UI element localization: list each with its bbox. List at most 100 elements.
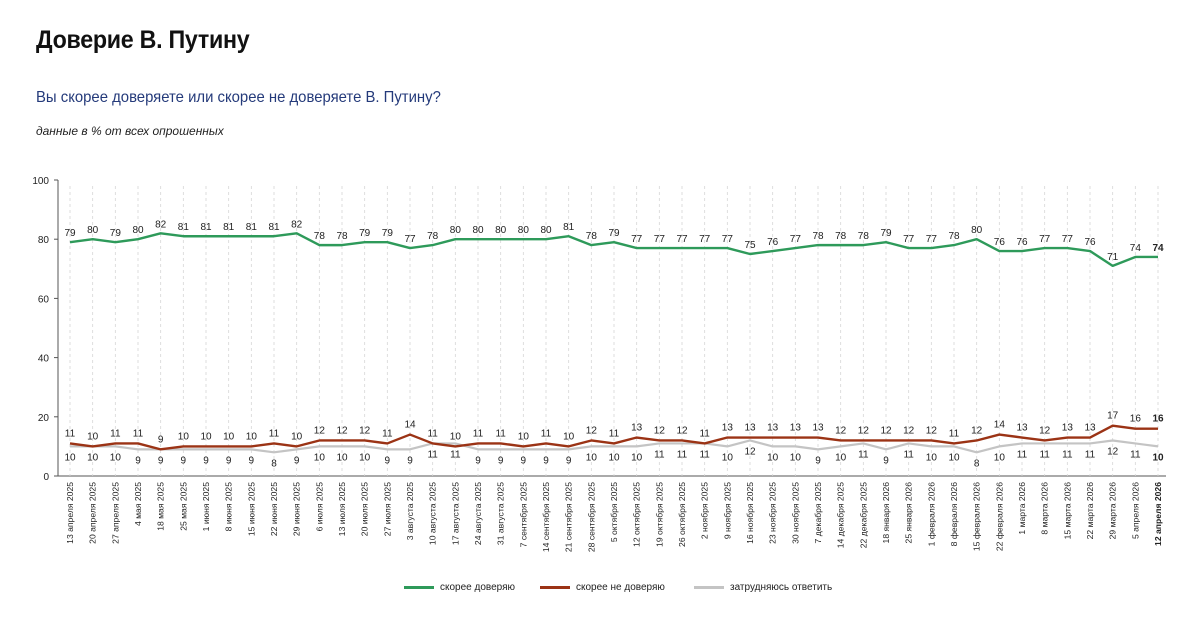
data-label-undecided: 9: [135, 455, 141, 466]
data-label-undecided: 11: [858, 449, 869, 460]
legend-label-trust: скорее доверяю: [440, 582, 516, 593]
series-line-trust: [69, 232, 1158, 268]
data-label-undecided: 9: [407, 455, 413, 466]
data-label-trust: 77: [699, 234, 711, 245]
data-label-trust: 78: [812, 231, 824, 242]
x-tick-label: 26 октября 2025: [677, 482, 687, 547]
y-tick-label: 80: [38, 235, 50, 246]
data-label-distrust: 13: [744, 423, 756, 434]
legend-item-trust: скорее доверяю: [404, 582, 515, 593]
data-label-trust: 79: [382, 228, 394, 239]
data-label-trust: 80: [87, 225, 99, 236]
data-label-undecided: 9: [815, 455, 821, 466]
data-label-trust: 81: [223, 222, 235, 233]
data-label-trust: 75: [744, 240, 756, 251]
y-tick-label: 0: [43, 472, 49, 483]
data-label-distrust: 10: [223, 431, 235, 442]
x-tick-label: 19 октября 2025: [654, 482, 664, 547]
x-tick-label: 24 августа 2025: [473, 482, 483, 545]
data-label-distrust: 11: [699, 428, 710, 439]
data-label-undecided: 9: [883, 455, 889, 466]
data-label-trust: 76: [994, 237, 1006, 248]
x-tick-label: 25 мая 2025: [178, 482, 188, 531]
data-label-distrust: 10: [200, 431, 212, 442]
x-tick-label: 30 ноября 2025: [790, 482, 800, 544]
x-tick-label: 15 марта 2026: [1062, 482, 1072, 540]
data-label-distrust: 12: [314, 425, 326, 436]
data-label-trust: 77: [404, 234, 416, 245]
series-line-undecided: [70, 439, 1159, 454]
data-label-undecided: 8: [271, 458, 277, 469]
data-label-undecided: 10: [336, 452, 348, 463]
data-label-undecided: 10: [926, 452, 938, 463]
data-label-distrust: 10: [246, 431, 258, 442]
data-label-undecided: 11: [654, 449, 665, 460]
data-label-trust: 77: [790, 234, 802, 245]
x-tick-label: 31 августа 2025: [496, 482, 506, 545]
data-label-distrust: 13: [722, 423, 734, 434]
data-label-distrust: 12: [336, 425, 348, 436]
x-tick-label: 1 марта 2026: [1017, 482, 1027, 535]
data-label-distrust: 10: [291, 431, 303, 442]
data-label-distrust: 11: [427, 428, 438, 439]
data-label-undecided: 10: [994, 452, 1006, 463]
data-label-trust: 79: [880, 228, 892, 239]
data-label-distrust: 12: [359, 425, 371, 436]
data-label-trust: 79: [110, 228, 122, 239]
data-label-trust: 78: [314, 231, 326, 242]
data-label-trust: 81: [563, 222, 575, 233]
data-label-trust: 74: [1152, 243, 1164, 254]
x-tick-label: 15 февраля 2026: [972, 482, 982, 551]
x-tick-label: 22 февраля 2026: [994, 482, 1004, 551]
data-label-distrust: 11: [473, 428, 484, 439]
legend-label-undecided: затрудняюсь ответить: [730, 582, 833, 593]
x-tick-label: 22 марта 2026: [1085, 482, 1095, 540]
x-tick-label: 1 июня 2025: [201, 482, 211, 532]
data-label-trust: 76: [767, 237, 779, 248]
x-tick-label: 2 ноября 2025: [700, 482, 710, 539]
y-tick-label: 20: [38, 413, 50, 424]
x-tick-label: 14 сентября 2025: [541, 482, 551, 552]
question-subtitle: Вы скорее доверяете или скорее не доверя…: [36, 89, 441, 106]
data-label-distrust: 11: [110, 428, 121, 439]
data-label-distrust: 10: [450, 431, 462, 442]
data-label-distrust: 12: [926, 425, 938, 436]
data-label-trust: 77: [654, 234, 666, 245]
data-label-trust: 80: [495, 225, 507, 236]
data-label-distrust: 11: [541, 428, 552, 439]
data-label-distrust: 10: [563, 431, 575, 442]
data-label-distrust: 11: [382, 428, 393, 439]
data-label-trust: 81: [178, 222, 190, 233]
legend-label-distrust: скорее не доверяю: [576, 582, 665, 593]
data-label-undecided: 10: [790, 452, 802, 463]
data-label-distrust: 11: [495, 428, 506, 439]
x-tick-label: 22 июня 2025: [269, 482, 279, 536]
legend-item-undecided: затрудняюсь ответить: [694, 582, 832, 593]
data-label-trust: 81: [200, 222, 212, 233]
x-tick-label: 20 апреля 2025: [88, 482, 98, 544]
data-label-distrust: 10: [518, 431, 530, 442]
x-tick-label: 18 мая 2025: [156, 482, 166, 531]
data-label-distrust: 16: [1130, 414, 1142, 425]
data-label-trust: 80: [472, 225, 484, 236]
data-label-distrust: 11: [609, 428, 620, 439]
data-label-trust: 78: [858, 231, 870, 242]
data-label-undecided: 9: [158, 455, 164, 466]
data-label-trust: 80: [518, 225, 530, 236]
x-tick-label: 13 апреля 2025: [65, 482, 75, 544]
data-label-undecided: 10: [631, 452, 643, 463]
data-label-trust: 80: [971, 225, 983, 236]
x-tick-label: 15 июня 2025: [246, 482, 256, 536]
x-tick-label: 7 сентября 2025: [518, 482, 528, 548]
x-tick-label: 4 мая 2025: [133, 482, 143, 526]
data-label-trust: 76: [1084, 237, 1096, 248]
data-label-distrust: 13: [1084, 423, 1096, 434]
y-tick-label: 40: [38, 354, 50, 365]
data-label-distrust: 10: [178, 431, 190, 442]
data-label-trust: 82: [155, 219, 167, 230]
data-label-undecided: 11: [903, 449, 914, 460]
legend-swatch-trust: [404, 586, 434, 589]
x-tick-label: 8 марта 2026: [1040, 482, 1050, 535]
data-note: данные в % от всех опрошенных: [36, 124, 224, 138]
x-tick-label: 3 августа 2025: [405, 482, 415, 540]
